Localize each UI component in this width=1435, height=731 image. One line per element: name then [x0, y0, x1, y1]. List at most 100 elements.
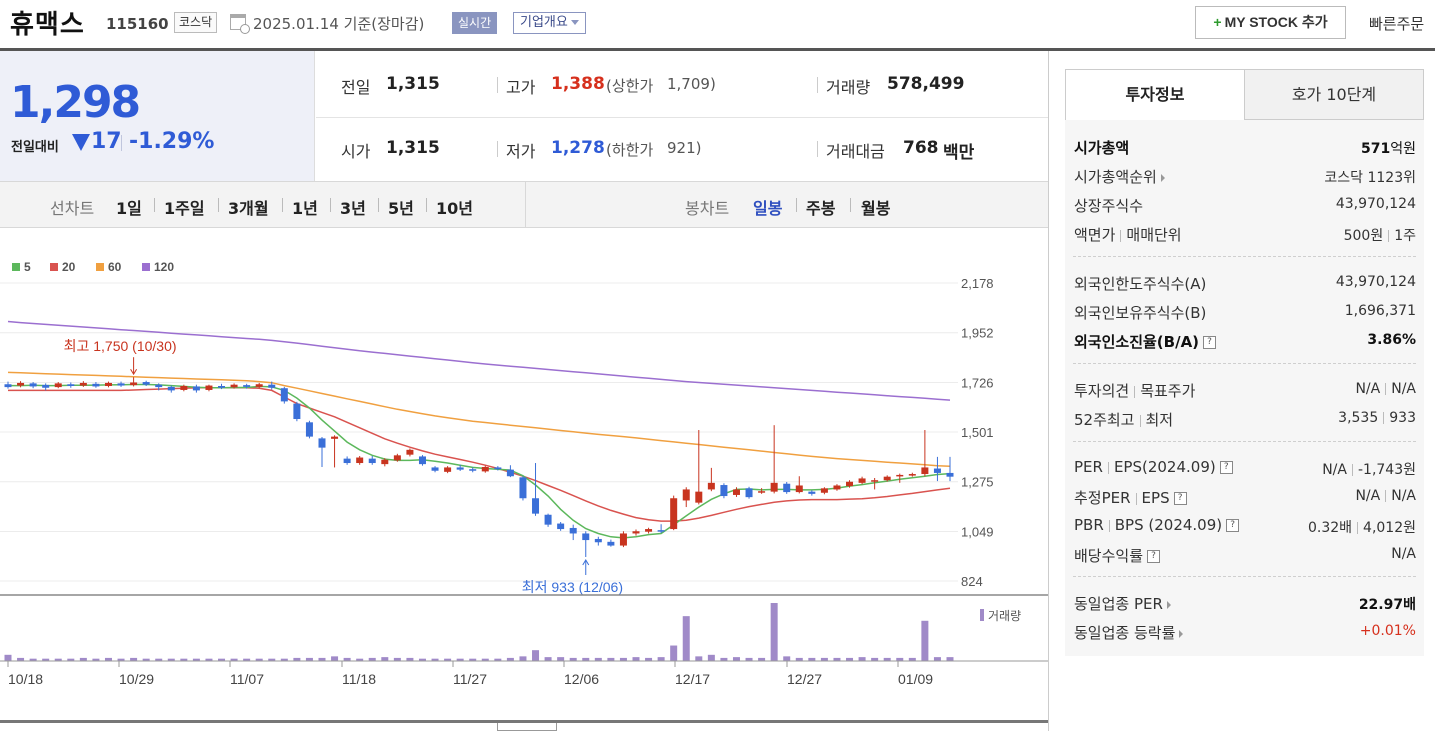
legend-label: 20	[62, 260, 76, 274]
trade-amount-value: 768	[903, 138, 939, 158]
cap-rank-label[interactable]: 시가총액순위	[1074, 166, 1165, 187]
row-dividend: 배당수익률? N/A	[1065, 542, 1424, 568]
volume-bar	[456, 658, 464, 661]
value-separator	[1108, 519, 1110, 532]
info-tabs: 투자정보 호가 10단계	[1065, 69, 1424, 120]
quick-order-link[interactable]: 빠른주문	[1369, 15, 1425, 33]
chart-resize-handle[interactable]	[497, 723, 557, 731]
high-annotation: 최고 1,750 (10/30)	[64, 338, 177, 354]
tab-line-chart[interactable]: 선차트	[50, 199, 95, 218]
volume-bar	[431, 658, 439, 661]
foreign-ratio-label-text: 외국인소진율(B/A)	[1074, 333, 1200, 351]
value-separator	[1385, 383, 1387, 395]
eps-label: EPS(2024.09)	[1113, 458, 1216, 476]
volume-bar	[343, 657, 351, 661]
tab-candle-monthly[interactable]: 월봉	[861, 199, 891, 218]
x-tick-label: 10/29	[119, 671, 154, 687]
row-sector-per[interactable]: 동일업종 PER 22.97배	[1065, 590, 1424, 616]
value-separator	[1139, 414, 1141, 427]
tab-period-3m[interactable]: 3개월	[228, 199, 269, 218]
volume-bar	[770, 603, 778, 661]
help-icon[interactable]: ?	[1203, 336, 1217, 349]
row-per: PER EPS(2024.09)? N/A -1,743원	[1065, 455, 1424, 481]
volume-value: 578,499	[887, 74, 965, 94]
help-icon[interactable]: ?	[1147, 550, 1161, 563]
price-chart[interactable]: 2,178 1,952 1,726 1,501 1,275 1,049 824 5 20 60 12…	[0, 229, 1048, 721]
volume-bar	[67, 658, 75, 661]
help-icon[interactable]: ?	[1226, 519, 1240, 532]
row-opinion: 투자의견 목표주가 N/A N/A	[1065, 377, 1424, 403]
volume-bar	[795, 657, 803, 661]
low-label: 저가	[506, 142, 536, 161]
legend-swatch	[142, 263, 150, 271]
tab-period-1w[interactable]: 1주일	[164, 199, 205, 218]
trade-unit-value: 1주	[1394, 228, 1416, 244]
value-separator	[1351, 464, 1353, 476]
volume-bar	[808, 657, 816, 661]
volume-bar	[318, 657, 326, 661]
tab-order-book[interactable]: 호가 10단계	[1244, 69, 1424, 120]
current-price: 1,298	[10, 77, 141, 128]
candle-body	[368, 458, 376, 464]
foreign-limit-value: 43,970,124	[1335, 274, 1416, 290]
tab-candle-chart[interactable]: 봉차트	[685, 199, 730, 218]
foreign-ratio-value: 3.86%	[1367, 332, 1416, 348]
tab-period-3y[interactable]: 3년	[340, 199, 366, 218]
volume-bar	[368, 657, 376, 661]
candle-body	[833, 485, 841, 490]
candle-body	[431, 467, 439, 471]
volume-legend-label: 거래량	[988, 609, 1021, 623]
y-tick-label: 1,726	[961, 375, 994, 390]
volume-bar	[243, 658, 251, 661]
tab-period-1y[interactable]: 1년	[292, 199, 318, 218]
volume-bar	[846, 657, 854, 661]
tab-period-5y[interactable]: 5년	[388, 199, 414, 218]
tab-candle-weekly[interactable]: 주봉	[806, 199, 836, 218]
tab-investment-info[interactable]: 투자정보	[1065, 69, 1245, 120]
candle-body	[707, 482, 715, 490]
sector-rate-label[interactable]: 동일업종 등락률	[1074, 622, 1184, 643]
row-foreign-hold: 외국인보유주식수(B) 1,696,371	[1065, 299, 1424, 325]
volume-bar	[180, 658, 188, 661]
candle-body	[670, 498, 678, 530]
chart-tab-bar: 선차트 1일 1주일 3개월 1년 3년 5년 10년 봉차트 일봉 주봉 월봉	[0, 181, 1048, 228]
value-separator	[1357, 522, 1359, 534]
lower-limit-label: (하한가	[606, 141, 654, 159]
help-icon[interactable]: ?	[1173, 492, 1187, 505]
par-label: 액면가 매매단위	[1074, 224, 1182, 245]
lower-limit-value: 921)	[667, 139, 702, 157]
y-tick-label: 1,952	[961, 326, 994, 341]
candle-body	[92, 383, 100, 387]
volume-bar	[192, 658, 200, 661]
candle-body	[142, 382, 150, 385]
sector-per-label[interactable]: 동일업종 PER	[1074, 593, 1171, 614]
row-sector-rate[interactable]: 동일업종 등락률 +0.01%	[1065, 619, 1424, 645]
candle-body	[117, 383, 125, 386]
row-cap-rank[interactable]: 시가총액순위 코스닥 1123위	[1065, 163, 1424, 189]
tab-candle-daily[interactable]: 일봉	[753, 199, 783, 218]
stock-code: 115160	[106, 15, 169, 33]
candle-body	[356, 457, 364, 464]
candle-body	[594, 538, 602, 543]
price-chart-svg: 2,178 1,952 1,726 1,501 1,275 1,049 824 5 20 60 12…	[0, 260, 1048, 687]
tab-period-1d[interactable]: 1일	[116, 199, 142, 218]
value-separator	[1134, 385, 1136, 398]
tab-period-10y[interactable]: 10년	[436, 199, 473, 218]
pbr-number: 0.32배	[1307, 520, 1353, 536]
candle-body	[243, 385, 251, 387]
candle-body	[795, 485, 803, 493]
company-overview-button[interactable]: 기업개요	[513, 12, 586, 34]
per-label: PER EPS(2024.09)?	[1074, 458, 1233, 476]
x-tick-label: 12/17	[675, 671, 710, 687]
help-icon[interactable]: ?	[1219, 461, 1233, 474]
volume-bar	[155, 658, 163, 661]
foreign-ratio-label: 외국인소진율(B/A)?	[1074, 331, 1217, 352]
add-my-stock-button[interactable]: + MY STOCK 추가	[1195, 6, 1346, 39]
volume-bar	[732, 657, 740, 661]
candle-body	[318, 438, 326, 448]
value-separator	[1385, 490, 1387, 502]
volume-bar	[406, 657, 414, 661]
realtime-button[interactable]: 실시간	[452, 12, 498, 34]
volume-bar	[305, 657, 313, 661]
candle-body	[192, 386, 200, 391]
